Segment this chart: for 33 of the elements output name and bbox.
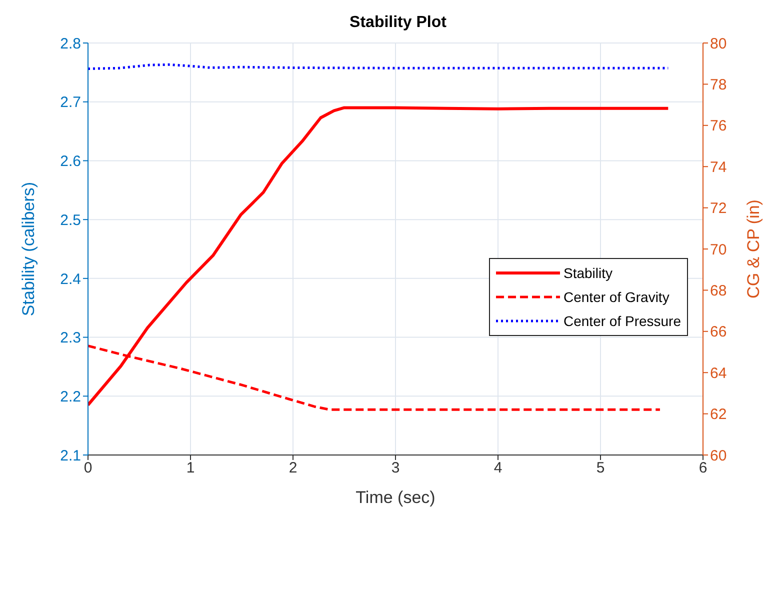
y-tick-label: 2.7	[60, 94, 81, 112]
x-tick-label: 6	[698, 460, 708, 477]
y2-tick-label: 68	[710, 282, 727, 300]
y2-tick-label: 74	[710, 158, 727, 176]
y-tick-label: 2.6	[60, 153, 81, 170]
y2-axis-title: CG & CP (in)	[744, 200, 764, 298]
x-tick-label: 1	[186, 460, 195, 477]
x-tick-label: 0	[84, 460, 92, 477]
y-tick-label: 2.3	[60, 330, 81, 347]
y-tick-label: 2.2	[60, 388, 81, 406]
x-axis-title: Time (sec)	[356, 488, 436, 507]
legend-label: Center of Pressure	[564, 313, 681, 329]
y-tick-label: 2.8	[60, 35, 81, 52]
y2-tick-label: 62	[710, 406, 727, 424]
x-tick-label: 4	[494, 460, 502, 477]
y2-tick-label: 66	[710, 324, 727, 341]
legend-label: Stability	[564, 265, 613, 281]
y2-tick-label: 80	[710, 35, 727, 52]
y-tick-label: 2.5	[60, 212, 81, 229]
y-tick-label: 2.4	[60, 270, 81, 288]
x-tick-label: 5	[596, 460, 605, 477]
y2-tick-label: 78	[710, 76, 727, 94]
y2-tick-label: 76	[710, 118, 727, 135]
legend-label: Center of Gravity	[564, 289, 670, 305]
y-axis-title: Stability (calibers)	[19, 182, 38, 316]
y2-tick-label: 70	[710, 241, 727, 258]
x-tick-label: 2	[288, 460, 298, 477]
x-tick-label: 3	[391, 460, 400, 477]
chart-title: Stability Plot	[348, 14, 448, 32]
y2-tick-label: 60	[710, 447, 727, 464]
y-tick-label: 2.1	[60, 447, 81, 464]
y2-tick-label: 64	[710, 364, 727, 382]
y2-tick-label: 72	[710, 200, 727, 218]
